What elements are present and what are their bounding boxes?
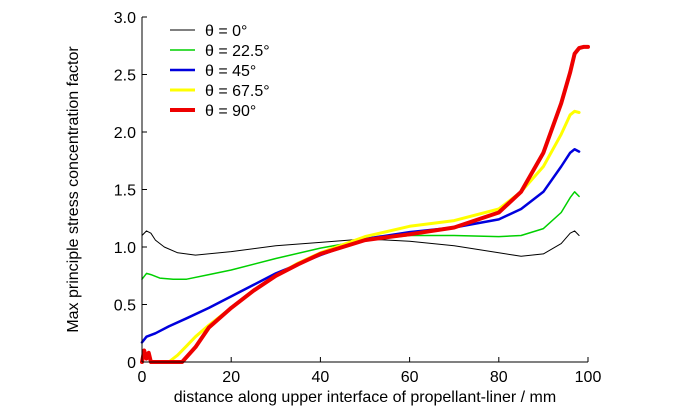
ticks-layer: 0 20 40 60 80 100 0 0.5 1.0 1.5 2.0 2.5 3.0 [114, 10, 602, 386]
x-tick-label: 60 [401, 369, 419, 386]
x-tick-label: 0 [138, 369, 147, 386]
y-tick-label: 0 [127, 355, 136, 372]
x-axis-label: distance along upper interface of propel… [174, 389, 556, 406]
y-tick-label: 1.5 [114, 183, 136, 200]
y-tick-label: 2.5 [114, 68, 136, 85]
series-line-1 [141, 191, 580, 280]
series-line-3 [167, 109, 581, 364]
legend-label-3: θ = 67.5° [205, 83, 270, 100]
x-tick-label: 40 [312, 369, 330, 386]
legend-label-4: θ = 90° [205, 103, 256, 120]
y-tick-label: 3.0 [114, 10, 136, 27]
x-tick-label: 20 [222, 369, 240, 386]
x-tick-label: 100 [575, 369, 602, 386]
y-tick-label: 0.5 [114, 298, 136, 315]
legend: θ = 0° θ = 22.5° θ = 45° θ = 67.5° θ = 90° [170, 23, 270, 120]
series-line-0 [141, 230, 580, 257]
y-axis-label: Max principle stress concentration facto… [65, 46, 82, 333]
legend-label-1: θ = 22.5° [205, 43, 270, 60]
series-line-2 [140, 148, 581, 344]
y-tick-label: 2.0 [114, 125, 136, 142]
y-tick-label: 1.0 [114, 240, 136, 257]
legend-label-2: θ = 45° [205, 63, 256, 80]
x-tick-label: 80 [490, 369, 508, 386]
legend-label-0: θ = 0° [205, 23, 247, 40]
